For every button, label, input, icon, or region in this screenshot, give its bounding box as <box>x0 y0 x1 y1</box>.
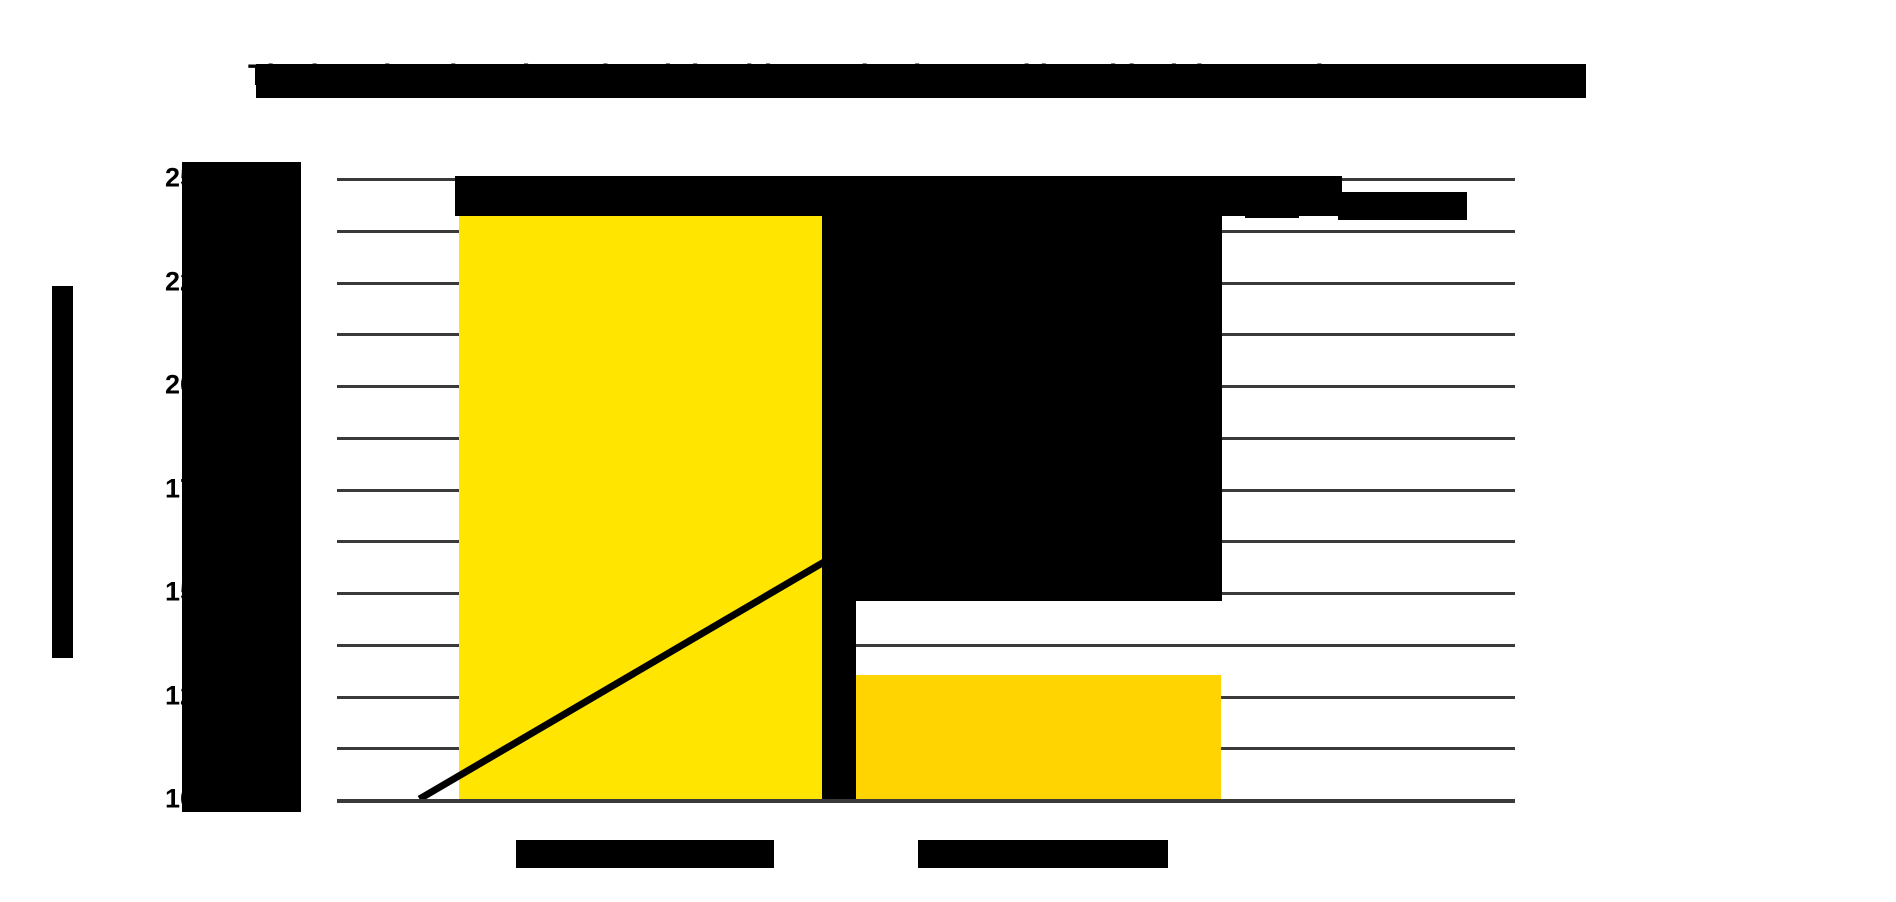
legend-swatch-icon <box>1245 191 1299 218</box>
series-redaction-sliver <box>822 601 856 799</box>
bar-alternate[interactable] <box>856 674 1221 799</box>
plot-area <box>337 176 1515 803</box>
y-axis-label-redaction-bar <box>52 286 73 658</box>
legend-label-redaction-bar <box>1338 192 1467 220</box>
bar-baseline[interactable] <box>459 198 822 799</box>
y-tick-redaction-bar <box>182 162 301 812</box>
x-tick-redaction-bar <box>917 840 1168 868</box>
title-redaction-bar <box>256 64 1586 98</box>
x-tick-redaction-bar <box>515 840 774 868</box>
series-redaction-block-main <box>822 176 1222 601</box>
x-axis-line <box>337 799 1515 803</box>
